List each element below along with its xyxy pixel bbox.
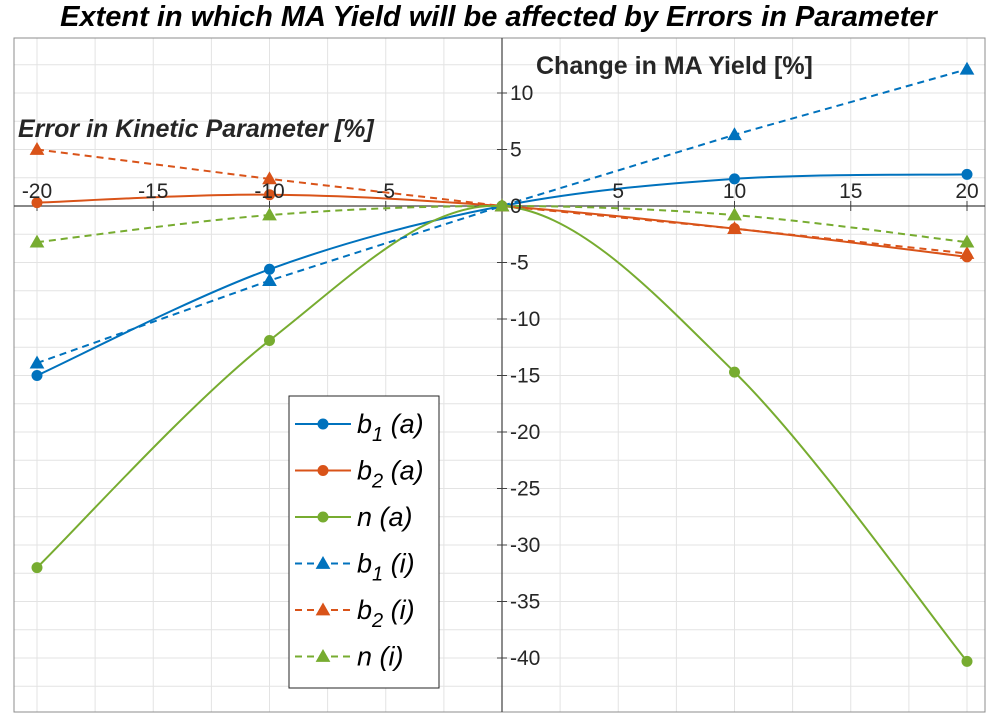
data-point-n-i [262,207,277,221]
data-point-b2-i [262,171,277,185]
y-tick-label: -30 [510,534,540,557]
y-tick-label: -35 [510,591,540,614]
plot-border [13,37,986,713]
legend-label-n-i: n (i) [357,642,404,672]
y-tick-label: -40 [510,647,540,670]
legend: b1 (a) b2 (a) n (a) b1 (i) b2 (i) n (i) [288,395,440,689]
legend-marker-b1-a [317,418,329,430]
data-point-b1-i [29,355,45,369]
data-point-b1-i [262,273,277,286]
data-point-b1-i [727,127,742,141]
y-tick-label: -5 [510,252,529,275]
legend-marker-b2-i [315,602,331,616]
x-tick-label: -10 [254,180,284,203]
y-tick-label: -20 [510,421,540,444]
data-point-n-a [961,655,973,667]
x-tick-label: 5 [612,180,624,203]
y-tick-label: -15 [510,365,540,388]
legend-label-n-a: n (a) [357,502,413,532]
x-tick-label: -15 [138,180,168,203]
data-point-b1-a [31,370,43,381]
y-tick-label: -25 [510,478,540,501]
legend-marker-n-i [315,648,331,662]
x-tick-label: -20 [22,180,52,203]
x-axis-label: Error in Kinetic Parameter [%] [18,115,375,143]
legend-label-b2-a: b2 (a) [357,456,424,493]
data-point-b2-i [959,245,975,259]
legend-marker-b2-a [317,465,329,476]
x-tick-label: 10 [723,180,746,203]
y-tick-label: 0 [510,195,522,218]
data-point-n-a [729,366,740,378]
series-line-n-i [36,204,968,244]
y-axis-label: Change in MA Yield [%] [536,52,813,80]
data-point-b2-a [31,197,43,209]
data-point-n-i [959,234,975,248]
legend-label-b2-i: b2 (i) [357,595,415,632]
data-point-n-a [264,334,275,346]
y-tick-label: 5 [510,139,522,162]
data-point-n-i [29,234,45,248]
x-tick-label: -5 [376,180,395,203]
y-tick-label: -10 [510,308,540,331]
data-point-b2-i [727,221,742,234]
y-tick-label: 10 [510,82,533,105]
data-point-b1-i [959,61,975,75]
tick-labels: -20 -15 -10 -5 5 10 15 20 10 5 0 -5 -10 -15 -20 -25 -30 -… [22,82,979,670]
legend-label-b1-i: b1 (i) [357,549,415,586]
series-markers [29,61,975,667]
x-tick-label: 20 [955,180,978,203]
legend-box [288,395,440,689]
data-point-n-i [494,198,510,212]
data-point-b2-i [29,141,45,155]
data-point-n-a [31,562,43,574]
data-point-b1-a [961,168,973,180]
data-point-b1-a [729,173,740,185]
legend-marker-n-a [317,511,329,523]
legend-marker-b1-i [315,555,331,569]
data-point-b2-a [264,189,275,201]
legend-label-b1-a: b1 (a) [357,409,424,446]
data-point-b1-a [264,263,275,275]
data-point-n-i [727,207,742,221]
x-tick-label: 15 [839,180,862,203]
chart-title: Extent in which MA Yield will be affecte… [60,1,937,33]
